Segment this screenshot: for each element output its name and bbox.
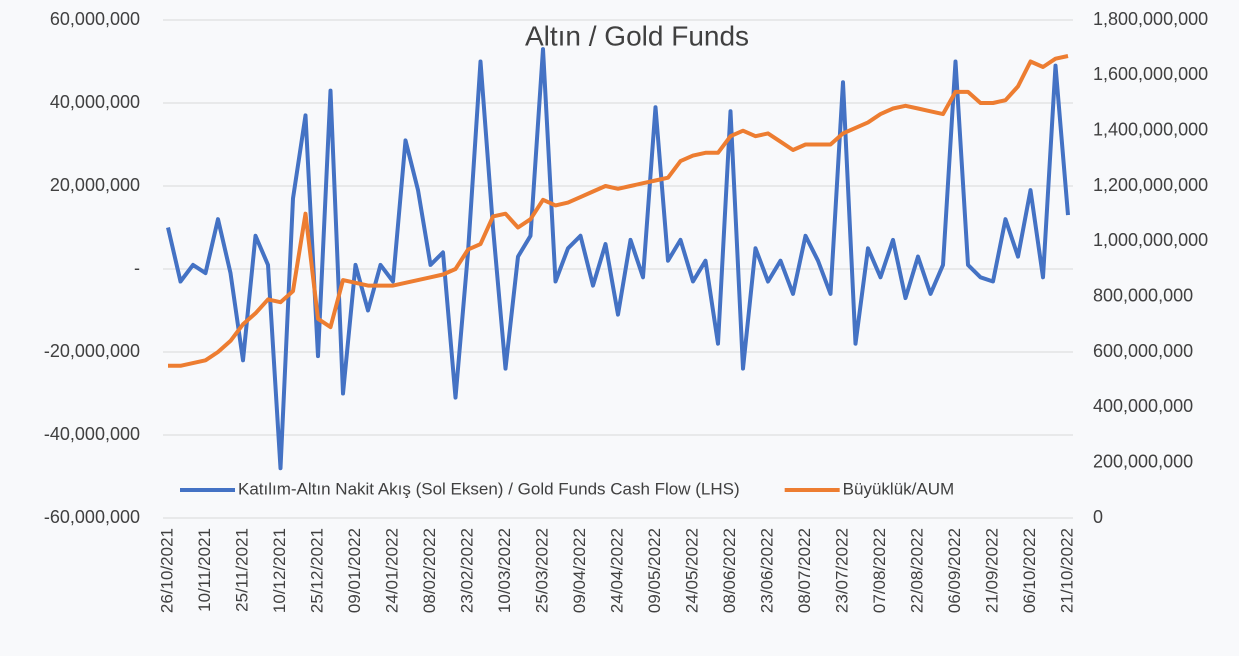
y-tick-label: - (134, 258, 140, 278)
y2-tick-label: 1,200,000,000 (1093, 175, 1208, 195)
x-tick-label: 08/02/2022 (420, 528, 439, 613)
y2-tick-label: 1,000,000,000 (1093, 230, 1208, 250)
x-tick-label: 06/09/2022 (945, 528, 964, 613)
x-tick-label: 25/03/2022 (532, 528, 551, 613)
x-tick-label: 24/05/2022 (682, 528, 701, 613)
x-tick-label: 26/10/2021 (157, 528, 176, 613)
y2-tick-label: 0 (1093, 507, 1103, 527)
x-tick-label: 21/10/2022 (1057, 528, 1076, 613)
series-line (168, 54, 1069, 368)
x-tick-label: 22/08/2022 (907, 528, 926, 613)
y2-tick-label: 400,000,000 (1093, 396, 1193, 416)
x-tick-label: 24/04/2022 (607, 528, 626, 613)
y-tick-label: 60,000,000 (50, 9, 140, 29)
y2-tick-label: 800,000,000 (1093, 285, 1193, 305)
x-tick-label: 08/06/2022 (720, 528, 739, 613)
x-tick-label: 23/02/2022 (457, 528, 476, 613)
x-tick-label: 23/06/2022 (757, 528, 776, 613)
y2-tick-label: 1,400,000,000 (1093, 119, 1208, 139)
y2-tick-label: 1,800,000,000 (1093, 9, 1208, 29)
y2-tick-label: 200,000,000 (1093, 451, 1193, 471)
x-tick-label: 06/10/2022 (1020, 528, 1039, 613)
y-tick-label: -40,000,000 (44, 424, 140, 444)
x-tick-label: 09/01/2022 (345, 528, 364, 613)
y2-tick-label: 600,000,000 (1093, 341, 1193, 361)
y-tick-label: 20,000,000 (50, 175, 140, 195)
legend-label: Büyüklük/AUM (843, 479, 954, 498)
x-tick-label: 25/11/2021 (232, 528, 251, 612)
x-tick-label: 24/01/2022 (382, 528, 401, 613)
x-tick-label: 10/12/2021 (270, 528, 289, 613)
y2-tick-label: 1,600,000,000 (1093, 64, 1208, 84)
x-tick-label: 08/07/2022 (795, 528, 814, 613)
x-tick-label: 10/03/2022 (495, 528, 514, 613)
y-tick-label: -20,000,000 (44, 341, 140, 361)
x-tick-label: 09/05/2022 (645, 528, 664, 613)
legend-label: Katılım-Altın Nakit Akış (Sol Eksen) / G… (238, 479, 740, 498)
x-tick-label: 21/09/2022 (982, 528, 1001, 613)
chart-title: Altın / Gold Funds (525, 20, 749, 51)
x-tick-label: 10/11/2021 (195, 528, 214, 612)
x-tick-label: 09/04/2022 (570, 528, 589, 613)
y-tick-label: 40,000,000 (50, 92, 140, 112)
x-tick-label: 23/07/2022 (832, 528, 851, 613)
series-line (166, 47, 1070, 471)
x-tick-label: 25/12/2021 (307, 528, 326, 613)
y-tick-label: -60,000,000 (44, 507, 140, 527)
x-tick-label: 07/08/2022 (870, 528, 889, 613)
